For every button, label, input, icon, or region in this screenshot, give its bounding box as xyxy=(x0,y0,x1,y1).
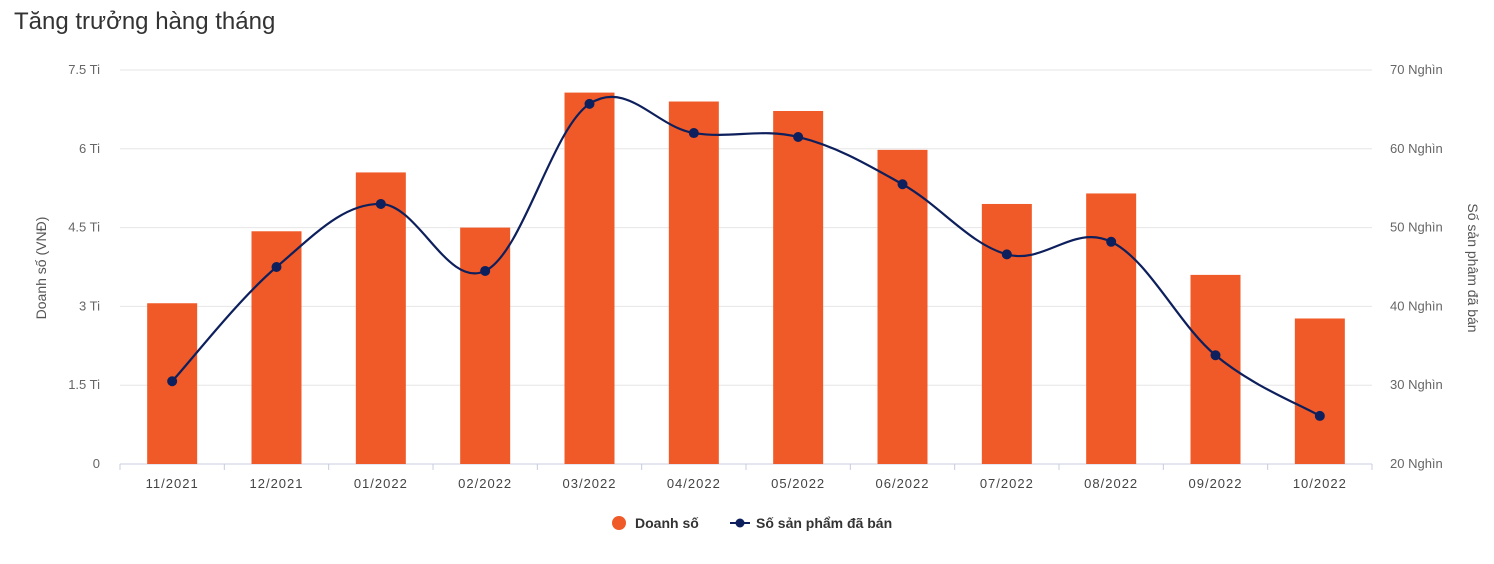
line-point-09-2022 xyxy=(1210,350,1221,361)
y-left-tick-label: 7.5 Ti xyxy=(68,62,100,77)
x-tick-label: 11/2021 xyxy=(146,476,199,491)
x-tick-label: 05/2022 xyxy=(771,476,825,491)
line-point-03-2022 xyxy=(584,98,595,109)
legend-bar-marker xyxy=(612,516,626,530)
x-tick-label: 07/2022 xyxy=(980,476,1034,491)
x-tick-label: 08/2022 xyxy=(1084,476,1138,491)
legend: Doanh số Số sản phẩm đã bán xyxy=(612,515,892,531)
y-axis-left-title: Doanh số (VNĐ) xyxy=(33,217,49,320)
x-axis: 11/2021 12/2021 01/2022 02/2022 03/2022 04/20… xyxy=(119,464,1373,491)
x-tick-label: 12/2021 xyxy=(250,476,304,491)
y-right-tick-label: 40 Nghìn xyxy=(1390,298,1443,313)
line-path xyxy=(171,95,1321,417)
y-right-tick-label: 20 Nghìn xyxy=(1390,456,1443,471)
bar-02-2022 xyxy=(460,227,511,464)
line-series xyxy=(167,95,1325,421)
y-left-tick-label: 4.5 Ti xyxy=(68,220,100,235)
legend-bar-label[interactable]: Doanh số xyxy=(635,515,699,531)
x-tick-label: 02/2022 xyxy=(458,476,512,491)
line-point-01-2022 xyxy=(375,198,386,209)
legend-line-dot xyxy=(735,518,745,528)
y-axis-left: 0 1.5 Ti 3 Ti 4.5 Ti 6 Ti 7.5 Ti xyxy=(68,62,100,471)
y-left-tick-label: 3 Ti xyxy=(79,298,100,313)
x-tick-label: 03/2022 xyxy=(563,476,617,491)
x-tick-label: 06/2022 xyxy=(876,476,930,491)
bar-07-2022 xyxy=(981,203,1032,464)
y-right-tick-label: 70 Nghìn xyxy=(1390,62,1443,77)
chart-title: Tăng trưởng hàng tháng xyxy=(14,8,276,35)
bar-10-2022 xyxy=(1294,318,1345,464)
bar-08-2022 xyxy=(1086,193,1137,464)
y-axis-right-title: Số sản phâm đã bán xyxy=(1465,203,1481,332)
line-point-05-2022 xyxy=(793,131,804,142)
line-point-10-2022 xyxy=(1314,410,1325,421)
y-left-tick-label: 0 xyxy=(93,456,100,471)
bar-01-2022 xyxy=(355,172,406,464)
line-point-08-2022 xyxy=(1106,236,1117,247)
grid-lines xyxy=(120,69,1372,465)
bar-06-2022 xyxy=(877,149,928,465)
y-right-tick-label: 50 Nghìn xyxy=(1390,220,1443,235)
y-left-tick-label: 6 Ti xyxy=(79,141,100,156)
line-point-06-2022 xyxy=(897,179,908,190)
bar-series xyxy=(147,92,1345,465)
bar-09-2022 xyxy=(1190,274,1241,464)
x-tick-label: 01/2022 xyxy=(354,476,408,491)
y-right-tick-label: 60 Nghìn xyxy=(1390,141,1443,156)
bar-04-2022 xyxy=(668,101,719,465)
line-point-07-2022 xyxy=(1001,249,1012,260)
x-tick-label: 10/2022 xyxy=(1293,476,1347,491)
x-tick-label: 04/2022 xyxy=(667,476,721,491)
line-point-11-2021 xyxy=(167,376,178,387)
line-point-02-2022 xyxy=(480,265,491,276)
line-point-04-2022 xyxy=(688,128,699,139)
bar-05-2022 xyxy=(773,110,824,464)
bar-03-2022 xyxy=(564,92,615,465)
y-axis-right: 20 Nghìn 30 Nghìn 40 Nghìn 50 Nghìn 60 Nghìn… xyxy=(1390,62,1443,471)
legend-line-label[interactable]: Số sản phẩm đã bán xyxy=(756,515,892,531)
line-point-12-2021 xyxy=(271,262,282,272)
y-left-tick-label: 1.5 Ti xyxy=(68,377,100,392)
y-right-tick-label: 30 Nghìn xyxy=(1390,377,1443,392)
x-tick-label: 09/2022 xyxy=(1189,476,1243,491)
